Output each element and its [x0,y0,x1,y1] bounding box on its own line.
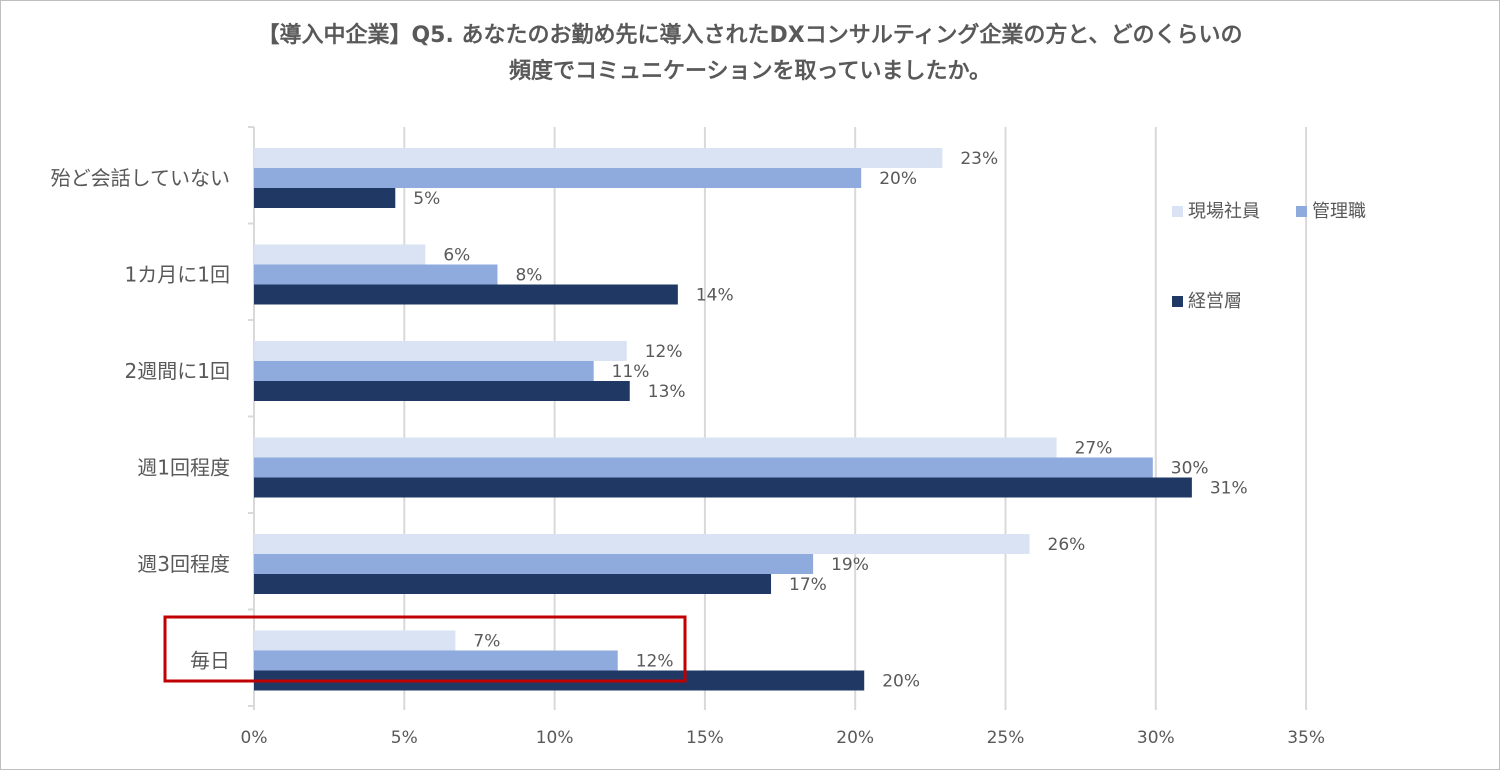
bar [254,168,862,188]
data-label: 7% [473,632,500,652]
category-label: 2週間に1回 [125,359,230,383]
data-label: 31% [1210,479,1248,499]
data-label: 19% [831,555,869,575]
bar [254,534,1030,554]
data-label: 27% [1075,439,1113,459]
category-label: 1カ月に1回 [125,263,230,287]
bar [254,148,943,168]
bar [254,341,627,361]
x-tick-label: 30% [1137,728,1175,748]
bar [254,381,630,401]
data-label: 26% [1048,535,1086,555]
data-label: 30% [1171,459,1209,479]
data-label: 20% [882,672,920,692]
data-label: 5% [413,189,440,209]
data-label: 8% [515,266,542,286]
bar [254,650,618,671]
x-tick-label: 35% [1287,728,1325,748]
bar [254,457,1153,478]
legend-swatch [1172,296,1183,307]
data-label: 13% [648,382,686,402]
category-label: 殆ど会話していない [51,166,230,190]
x-tick-label: 5% [391,728,418,748]
legend-label: 管理職 [1312,201,1366,222]
x-tick-label: 25% [987,728,1025,748]
x-tick-label: 10% [536,728,574,748]
category-label: 週1回程度 [137,456,230,480]
data-label: 12% [636,652,674,672]
bar [254,361,594,381]
legend-swatch [1296,206,1307,217]
bar [254,264,498,285]
data-label: 14% [696,286,734,306]
bar [254,574,772,594]
legend-swatch [1172,206,1183,217]
legend-label: 現場社員 [1188,201,1260,222]
data-label: 23% [960,149,998,169]
data-label: 20% [879,169,917,189]
bar [254,244,426,265]
chart-title-line1: 【導入中企業】Q5. あなたのお勤め先に導入されたDXコンサルティング企業の方と… [257,23,1243,48]
bar [254,477,1192,498]
bar [254,188,396,208]
x-tick-label: 15% [686,728,724,748]
legend-label: 経営層 [1188,291,1242,312]
highlight-box [163,615,687,683]
bar [254,437,1057,458]
bar [254,630,456,651]
category-label: 毎日 [190,649,230,673]
chart-title: 【導入中企業】Q5. あなたのお勤め先に導入されたDXコンサルティング企業の方と… [0,18,1500,90]
category-label: 週3回程度 [137,552,230,576]
data-label: 11% [612,362,650,382]
x-tick-label: 0% [241,728,268,748]
chart-title-line2: 頻度でコミュニケーションを取っていましたか。 [508,59,992,84]
bar [254,284,678,305]
data-label: 12% [645,342,683,362]
bar [254,554,814,574]
data-label: 17% [789,575,827,595]
x-tick-label: 20% [836,728,874,748]
data-label: 6% [443,246,470,266]
